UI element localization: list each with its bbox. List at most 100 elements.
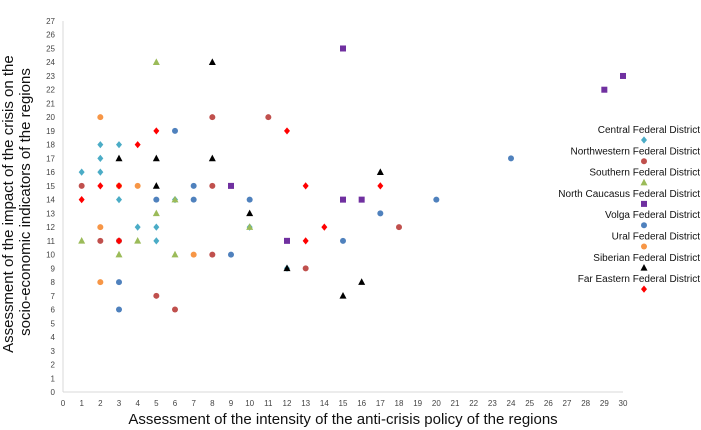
data-point bbox=[284, 127, 290, 135]
data-point bbox=[134, 182, 141, 189]
y-tick-label: 2 bbox=[51, 361, 56, 370]
y-tick-label: 17 bbox=[46, 154, 55, 163]
x-tick-label: 0 bbox=[61, 399, 66, 408]
x-tick-label: 28 bbox=[581, 399, 590, 408]
x-tick-label: 9 bbox=[229, 399, 234, 408]
series-0 bbox=[78, 141, 290, 272]
x-tick-label: 7 bbox=[191, 399, 196, 408]
data-point bbox=[97, 141, 104, 149]
data-point bbox=[97, 237, 104, 244]
data-point bbox=[377, 182, 384, 190]
x-tick-label: 16 bbox=[357, 399, 366, 408]
series-2 bbox=[78, 58, 254, 258]
data-point bbox=[190, 251, 197, 258]
x-tick-label: 3 bbox=[117, 399, 122, 408]
data-point bbox=[284, 237, 290, 244]
data-point bbox=[246, 223, 254, 230]
y-tick-label: 18 bbox=[46, 141, 55, 150]
x-tick-label: 23 bbox=[488, 399, 497, 408]
data-point bbox=[116, 279, 122, 286]
legend-label: Siberian Federal District bbox=[593, 253, 700, 264]
data-point bbox=[152, 154, 160, 162]
y-tick-label: 9 bbox=[51, 264, 56, 273]
y-tick-label: 11 bbox=[47, 237, 56, 246]
legend-label: Northwestern Federal District bbox=[571, 146, 701, 157]
x-tick-label: 30 bbox=[619, 399, 628, 408]
y-tick-label: 22 bbox=[46, 86, 55, 95]
data-point bbox=[377, 210, 384, 217]
y-tick-label: 24 bbox=[46, 58, 55, 67]
data-point bbox=[358, 278, 366, 285]
data-point bbox=[228, 182, 234, 189]
x-tick-label: 26 bbox=[544, 399, 553, 408]
data-point bbox=[97, 168, 104, 176]
data-point bbox=[153, 196, 160, 203]
data-point bbox=[340, 196, 346, 203]
y-axis-title-line-2: socio-economic indicators of the regions bbox=[17, 68, 34, 336]
x-tick-label: 22 bbox=[469, 399, 478, 408]
x-tick-label: 14 bbox=[320, 399, 329, 408]
data-point bbox=[208, 58, 216, 66]
x-axis-title: Assessment of the intensity of the anti-… bbox=[128, 411, 557, 428]
legend-marker bbox=[640, 264, 648, 271]
series-4 bbox=[116, 127, 514, 313]
data-point bbox=[190, 196, 197, 203]
data-point bbox=[97, 114, 104, 121]
data-point bbox=[321, 223, 328, 231]
x-tick-label: 2 bbox=[98, 399, 103, 408]
data-point bbox=[152, 182, 160, 189]
x-tick-label: 11 bbox=[264, 399, 273, 408]
legend: Central Federal District Northwestern Fed… bbox=[558, 125, 700, 293]
data-point bbox=[171, 195, 179, 203]
x-tick-label: 12 bbox=[283, 399, 292, 408]
y-tick-label: 19 bbox=[46, 127, 55, 136]
x-tick-label: 13 bbox=[301, 399, 310, 408]
data-point bbox=[115, 154, 123, 162]
legend-marker bbox=[641, 158, 647, 165]
data-point bbox=[152, 58, 160, 66]
data-point bbox=[172, 127, 178, 134]
data-point bbox=[116, 182, 122, 190]
x-tick-label: 1 bbox=[79, 399, 84, 408]
data-point bbox=[246, 209, 254, 217]
data-point bbox=[115, 250, 123, 258]
data-point bbox=[396, 224, 402, 231]
y-tick-label: 0 bbox=[51, 388, 56, 397]
x-tick-label: 20 bbox=[432, 399, 441, 408]
y-tick-label: 16 bbox=[46, 168, 55, 177]
legend-label: Southern Federal District bbox=[589, 168, 700, 179]
data-point bbox=[116, 237, 122, 245]
x-tick-label: 15 bbox=[339, 399, 348, 408]
data-point bbox=[208, 154, 216, 162]
data-point bbox=[153, 237, 160, 245]
y-tick-label: 27 bbox=[46, 17, 55, 26]
y-tick-label: 3 bbox=[51, 347, 56, 356]
x-tick-labels: 0 1 2 3 4 5 6 7 8 9 10 11 12 13 14 15 16 17 18 19 20 21 22 23 24… bbox=[61, 399, 628, 408]
data-point bbox=[340, 45, 346, 52]
y-tick-label: 6 bbox=[51, 306, 56, 315]
data-point bbox=[620, 72, 626, 79]
data-point bbox=[601, 86, 608, 93]
data-point bbox=[78, 237, 86, 244]
data-point bbox=[209, 182, 216, 189]
y-tick-label: 10 bbox=[46, 251, 55, 260]
y-tick-label: 25 bbox=[46, 44, 55, 53]
data-point bbox=[78, 196, 85, 204]
legend-label: Far Eastern Federal District bbox=[578, 274, 700, 285]
series-7 bbox=[78, 127, 384, 245]
data-point bbox=[283, 264, 291, 272]
y-tick-label: 14 bbox=[46, 196, 55, 205]
data-points bbox=[78, 45, 626, 313]
legend-marker bbox=[641, 136, 647, 144]
y-tick-labels: 0123456789101112131415161718192021222324… bbox=[46, 17, 55, 397]
x-tick-label: 18 bbox=[395, 399, 404, 408]
data-point bbox=[153, 292, 160, 299]
data-point bbox=[78, 168, 85, 176]
legend-marker bbox=[640, 178, 648, 186]
y-tick-label: 12 bbox=[46, 223, 55, 232]
data-point bbox=[97, 224, 104, 231]
y-tick-label: 20 bbox=[46, 113, 55, 122]
x-tick-label: 27 bbox=[563, 399, 572, 408]
data-point bbox=[134, 141, 141, 149]
